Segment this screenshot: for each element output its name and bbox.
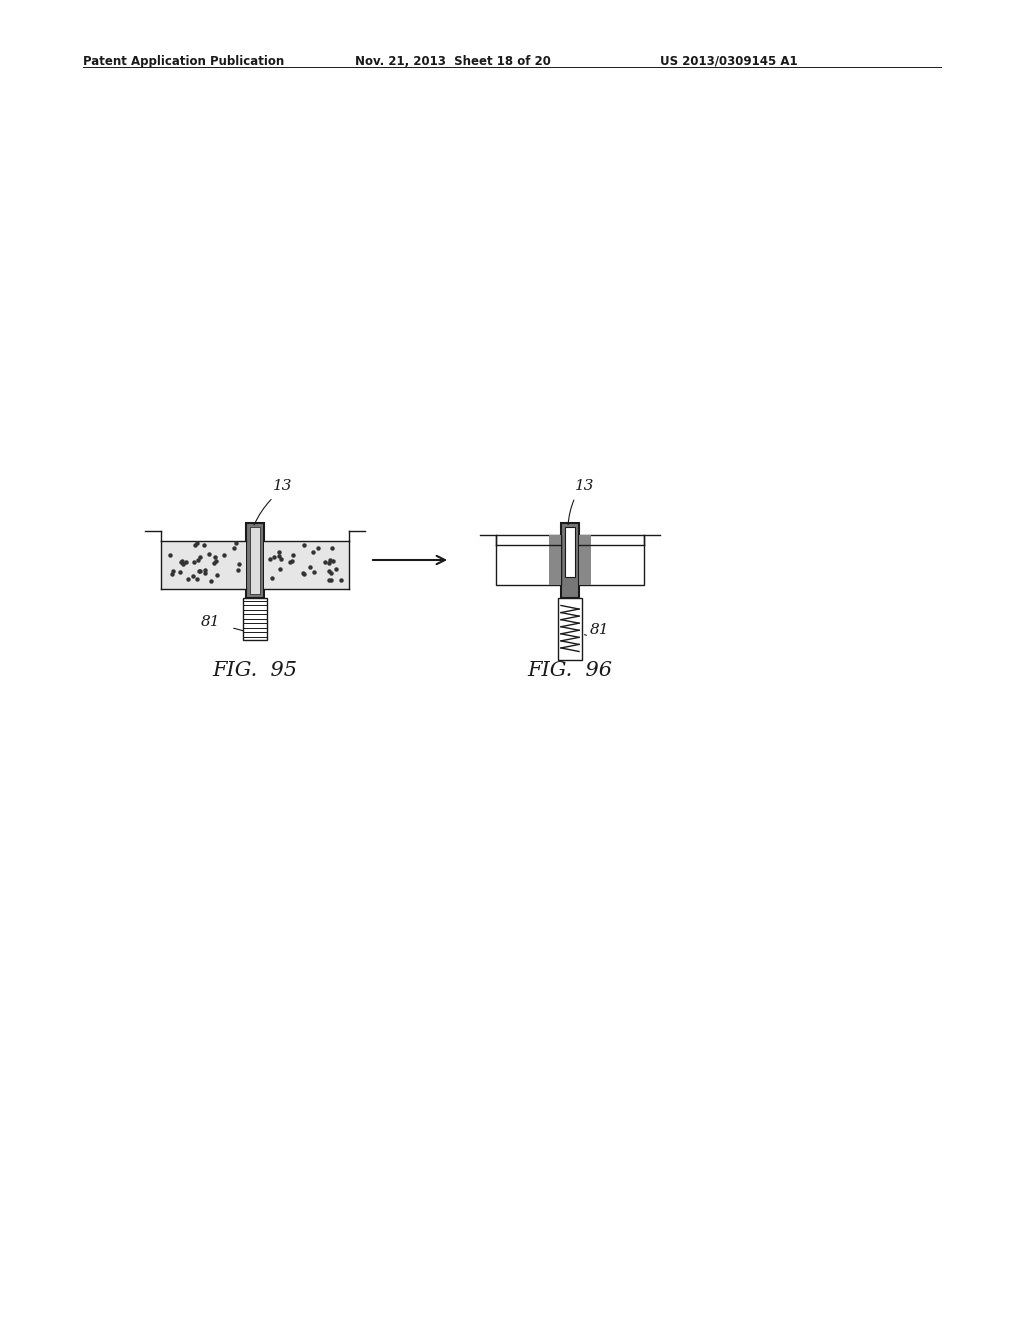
Bar	[561, 523, 579, 598]
Bar	[565, 527, 575, 577]
Bar	[264, 540, 349, 589]
Text: 13: 13	[273, 479, 293, 492]
Bar	[558, 598, 582, 660]
Text: FIG.  96: FIG. 96	[527, 661, 612, 680]
Text: Nov. 21, 2013  Sheet 18 of 20: Nov. 21, 2013 Sheet 18 of 20	[355, 55, 551, 69]
Text: 81: 81	[201, 615, 220, 630]
Bar	[549, 535, 561, 585]
Text: 13: 13	[575, 479, 595, 492]
Bar	[243, 598, 267, 639]
Text: Patent Application Publication: Patent Application Publication	[83, 55, 285, 69]
Bar	[579, 535, 644, 585]
Text: US 2013/0309145 A1: US 2013/0309145 A1	[660, 55, 798, 69]
Text: FIG.  95: FIG. 95	[213, 661, 298, 680]
Bar	[496, 535, 561, 585]
Text: 81: 81	[590, 623, 609, 636]
Bar	[246, 523, 264, 598]
Bar	[250, 527, 260, 594]
Bar	[579, 535, 591, 585]
Bar	[161, 540, 246, 589]
